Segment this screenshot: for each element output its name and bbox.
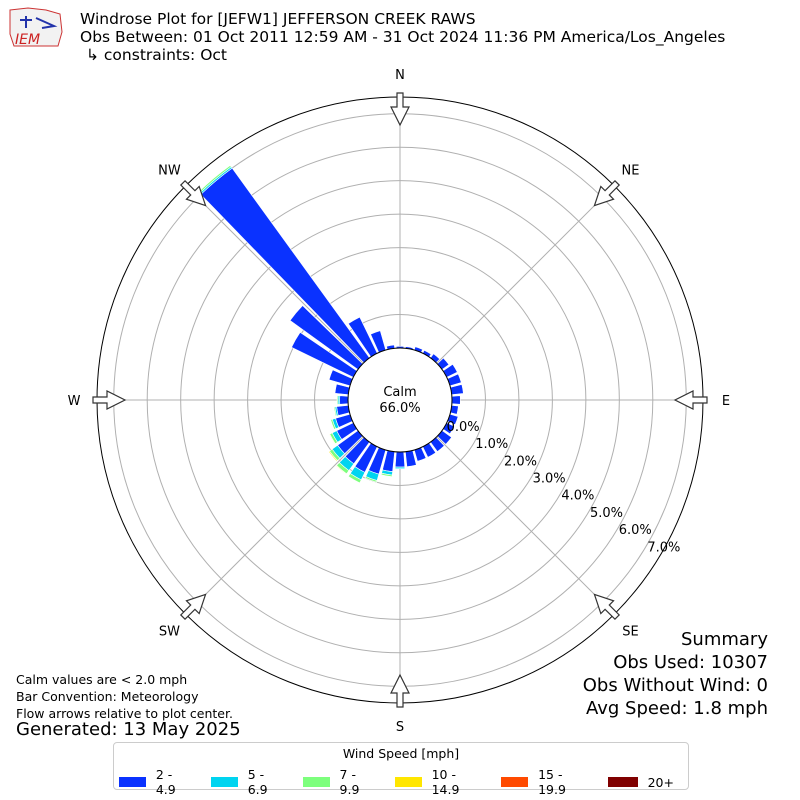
bar-convention-note: Bar Convention: Meteorology <box>16 689 199 704</box>
flow-arrow-icon <box>390 673 410 708</box>
legend-swatch <box>119 777 146 787</box>
summary-obs-used: Obs Used: 10307 <box>613 652 768 673</box>
legend: Wind Speed [mph] 2 - 4.9 5 - 6.9 7 - 9.9 10… <box>113 742 689 797</box>
legend-title: Wind Speed [mph] <box>342 746 460 761</box>
windrose-bar-180-series-0 <box>394 451 406 468</box>
flow-note: Flow arrows relative to plot center. <box>16 706 233 721</box>
radial-tick-labels: 0.0% 1.0% 2.0% 3.0% 4.0% 5.0% 6.0% 7.0% <box>447 420 681 556</box>
logo-text: IEM <box>15 32 40 48</box>
chart-subtitle: Obs Between: 01 Oct 2011 12:59 AM - 31 O… <box>80 28 726 46</box>
legend-swatch <box>210 777 238 787</box>
legend-swatch <box>501 777 529 787</box>
legend-item-0: 2 - 4.9 <box>119 767 206 797</box>
compass-label-w: W <box>68 394 81 409</box>
generated-date: Generated: 13 May 2025 <box>16 719 241 740</box>
grid-spoke <box>436 185 615 364</box>
chart-title: Windrose Plot for [JEFW1] JEFFERSON CREE… <box>80 10 476 28</box>
flow-arrow-icon <box>390 92 410 127</box>
flow-arrow-icon <box>673 390 708 410</box>
windrose-bar-260-series-2 <box>333 406 337 417</box>
compass-label-e: E <box>722 394 730 409</box>
windrose-bar-260-series-0 <box>336 405 350 416</box>
iem-logo: IEM <box>9 7 63 48</box>
legend-swatch <box>607 777 638 787</box>
windrose-bar-240-series-3 <box>328 433 336 445</box>
legend-items: 2 - 4.9 5 - 6.9 7 - 9.9 10 - 14.9 15 - 19.9 2… <box>114 767 688 797</box>
compass-label-ne: NE <box>622 163 640 178</box>
radial-tick-label: 3.0% <box>533 471 566 486</box>
legend-label: 20+ <box>647 774 674 790</box>
calm-label: Calm <box>383 385 416 400</box>
windrose-bar-190-series-2 <box>380 472 393 478</box>
constraints-label: ↳ constraints: Oct <box>86 46 227 64</box>
summary-obs-without-wind: Obs Without Wind: 0 <box>582 675 768 696</box>
compass-label-nw: NW <box>158 163 181 178</box>
windrose-bars <box>198 164 464 484</box>
legend-label: 5 - 6.9 <box>247 767 268 797</box>
compass-labels: N NE E SE S SW W NW <box>68 68 731 735</box>
radial-tick-label: 4.0% <box>561 489 594 504</box>
legend-item-1: 5 - 6.9 <box>210 767 298 797</box>
legend-swatch <box>394 777 422 787</box>
calm-value: 66.0% <box>379 401 420 416</box>
calm-note: Calm values are < 2.0 mph <box>16 672 188 687</box>
windrose-bar-80-series-0 <box>450 384 464 395</box>
windrose-bar-170-series-0 <box>405 450 417 468</box>
windrose-bar-230-series-3 <box>328 450 338 462</box>
compass-label-sw: SW <box>159 625 180 640</box>
flow-arrows <box>92 92 708 708</box>
radial-tick-label: 2.0% <box>504 454 537 469</box>
summary-avg-speed: Avg Speed: 1.8 mph <box>586 698 768 719</box>
legend-item-3: 10 - 14.9 <box>394 767 497 797</box>
legend-label: 2 - 4.9 <box>155 767 176 797</box>
legend-label: 10 - 14.9 <box>431 767 460 797</box>
windrose-bar-210-series-2 <box>347 473 362 484</box>
windrose-bar-90-series-0 <box>451 395 461 405</box>
calm-circle <box>347 347 453 453</box>
radial-tick-label: 7.0% <box>647 540 680 555</box>
radial-tick-label: 0.0% <box>447 420 480 435</box>
grid-spoke <box>185 436 364 615</box>
legend-label: 7 - 9.9 <box>339 767 360 797</box>
flow-arrow-icon <box>593 179 621 207</box>
legend-swatch <box>302 777 330 787</box>
legend-item-4: 15 - 19.9 <box>501 767 603 797</box>
summary-title: Summary <box>681 629 768 650</box>
windrose-bar-270-series-2 <box>336 395 339 405</box>
compass-label-s: S <box>396 720 404 735</box>
legend-item-2: 7 - 9.9 <box>302 767 390 797</box>
windrose-bar-200-series-2 <box>364 476 378 483</box>
flow-arrow-icon <box>179 593 207 621</box>
compass-label-se: SE <box>622 625 638 640</box>
legend-item-5: 20+ <box>607 767 688 797</box>
grid-spoke <box>436 436 615 615</box>
windrose-bar-280-series-0 <box>334 383 350 395</box>
radial-tick-label: 6.0% <box>619 523 652 538</box>
flow-arrow-icon <box>179 179 207 207</box>
grid-spoke <box>185 185 364 364</box>
flow-arrow-icon <box>593 593 621 621</box>
windrose-bar-220-series-3 <box>335 465 347 475</box>
windrose-bar-320-series-2 <box>198 164 232 194</box>
windrose-bar-180-series-1 <box>394 466 406 470</box>
windrose-bar-270-series-0 <box>339 395 349 405</box>
radial-tick-label: 1.0% <box>475 437 508 452</box>
flow-arrow-icon <box>92 390 127 410</box>
windrose-bar-250-series-2 <box>330 418 337 430</box>
radial-tick-label: 5.0% <box>590 506 623 521</box>
compass-label-n: N <box>395 68 405 83</box>
legend-label: 15 - 19.9 <box>538 767 566 797</box>
